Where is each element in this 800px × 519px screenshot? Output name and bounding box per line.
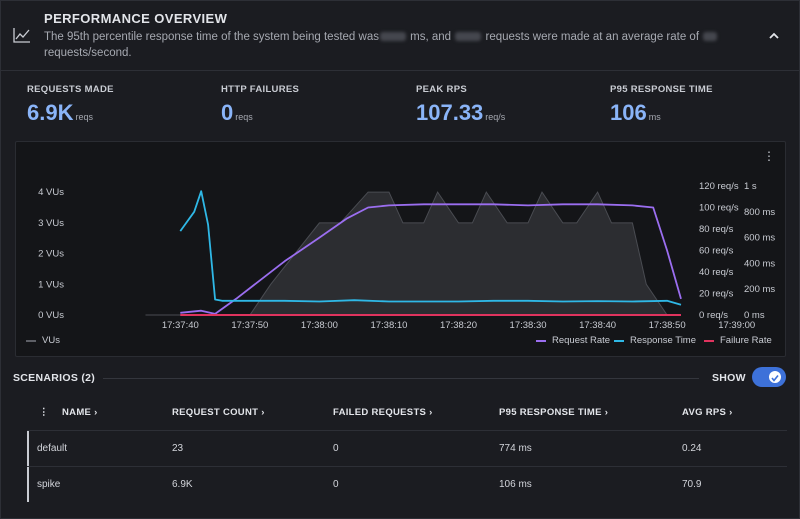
stat-requests-made: REQUESTS MADE 6.9K reqs: [27, 84, 114, 125]
stats-row: REQUESTS MADE 6.9K reqs HTTP FAILURES 0 re…: [1, 72, 799, 134]
series-response-time-line: [179, 190, 682, 306]
chart-canvas: 0 VUs 1 VUs 2 VUs 3 VUs 4 VUs 0 req/s 20 req/s…: [38, 181, 775, 331]
y-tick-label-vus: 2 VUs: [38, 249, 64, 260]
show-scenarios-toggle[interactable]: [752, 367, 786, 387]
y-tick-label-rps: 40 req/s: [699, 267, 734, 278]
y-tick-label-vus: 4 VUs: [38, 187, 64, 198]
table-row[interactable]: spike 6.9K 0 106 ms 70.9: [27, 466, 787, 502]
y-tick-label-vus: 1 VUs: [38, 279, 64, 290]
overview-header: PERFORMANCE OVERVIEW The 95th percentile…: [1, 1, 799, 71]
column-header-p95-response-time[interactable]: P95 RESPONSE TIME ›: [499, 407, 609, 418]
x-tick-label: 17:38:30: [510, 320, 547, 331]
check-icon: [771, 375, 779, 382]
y-tick-label-rps: 100 req/s: [699, 203, 739, 214]
legend-failure-rate[interactable]: Failure Rate: [704, 335, 772, 346]
y-tick-label-rps: 60 req/s: [699, 246, 734, 257]
column-header-name[interactable]: NAME ›: [62, 407, 98, 418]
x-tick-label: 17:38:10: [370, 320, 407, 331]
y-tick-label-ms: 0 ms: [744, 310, 765, 321]
overview-description: The 95th percentile response time of the…: [44, 29, 734, 61]
x-tick-label: 17:38:50: [649, 320, 686, 331]
y-tick-label-ms: 1 s: [744, 181, 757, 192]
show-label: SHOW: [712, 372, 746, 384]
page-title: PERFORMANCE OVERVIEW: [44, 11, 228, 26]
y-tick-label-ms: 400 ms: [744, 258, 775, 269]
divider: [103, 378, 699, 379]
legend-vus[interactable]: VUs: [26, 335, 60, 346]
performance-chart: ⋮ 0 VUs 1 VUs 2 VUs 3 VUs 4 VUs 0 req/s 20 req…: [15, 141, 786, 357]
series-request-rate-line: [180, 203, 682, 315]
legend-request-rate[interactable]: Request Rate: [536, 335, 610, 346]
y-tick-label-rps: 20 req/s: [699, 289, 734, 300]
column-options-icon[interactable]: ⋮: [39, 407, 49, 418]
kebab-menu-icon[interactable]: ⋮: [763, 149, 775, 163]
column-header-avg-rps[interactable]: AVG RPS ›: [682, 407, 733, 418]
y-tick-label-ms: 600 ms: [744, 233, 775, 244]
column-header-request-count[interactable]: REQUEST COUNT ›: [172, 407, 265, 418]
x-tick-label: 17:38:00: [301, 320, 338, 331]
x-tick-label: 17:37:50: [231, 320, 268, 331]
y-tick-label-vus: 0 VUs: [38, 310, 64, 321]
stat-http-failures: HTTP FAILURES 0 reqs: [221, 84, 300, 125]
stat-peak-rps: PEAK RPS 107.33 req/s: [416, 84, 506, 125]
legend-response-time[interactable]: Response Time: [614, 335, 696, 346]
chevron-up-icon[interactable]: [767, 29, 781, 43]
series-vus-area: [145, 191, 668, 316]
x-tick-label: 17:37:40: [162, 320, 199, 331]
x-tick-label: 17:38:40: [579, 320, 616, 331]
column-header-failed-requests[interactable]: FAILED REQUESTS ›: [333, 407, 433, 418]
x-tick-label: 17:39:00: [718, 320, 755, 331]
y-tick-label-ms: 800 ms: [744, 207, 775, 218]
line-chart-icon: [13, 28, 30, 43]
y-tick-label-rps: 120 req/s: [699, 181, 739, 192]
scenarios-title: SCENARIOS (2): [13, 372, 96, 384]
stat-p95-response-time: P95 RESPONSE TIME 106 ms: [610, 84, 713, 125]
y-tick-label-rps: 0 req/s: [699, 310, 728, 321]
table-row[interactable]: default 23 0 774 ms 0.24: [27, 430, 787, 466]
y-tick-label-vus: 3 VUs: [38, 218, 64, 229]
y-tick-label-ms: 200 ms: [744, 284, 775, 295]
y-tick-label-rps: 80 req/s: [699, 224, 734, 235]
x-tick-label: 17:38:20: [440, 320, 477, 331]
